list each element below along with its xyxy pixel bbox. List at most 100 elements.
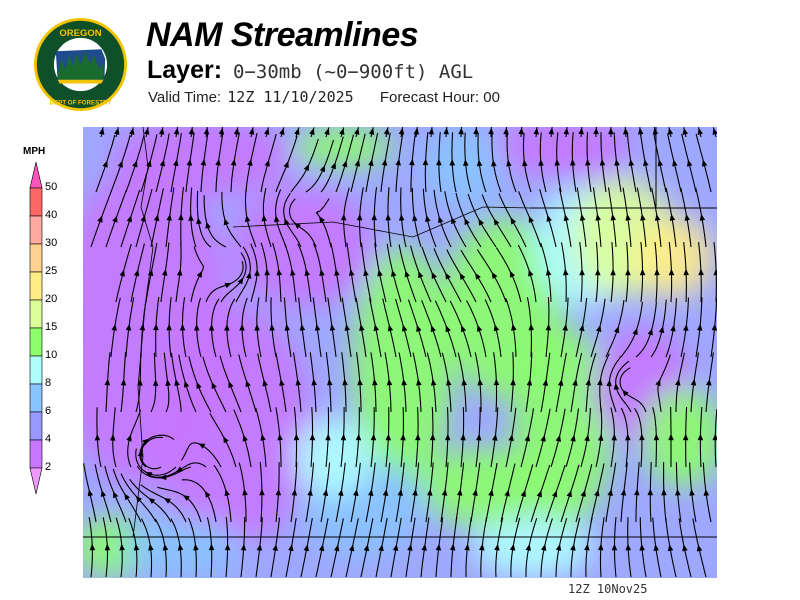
- streamline-arrow: [548, 127, 554, 135]
- streamline-arrow: [474, 272, 481, 280]
- streamline-arrow: [400, 433, 406, 441]
- streamline-arrow: [359, 324, 365, 331]
- streamline-arrow: [173, 127, 180, 135]
- streamline-arrow: [622, 127, 629, 135]
- streamline-arrow: [449, 543, 456, 551]
- streamline-arrow: [326, 378, 333, 386]
- streamline-arrow: [545, 323, 552, 331]
- streamline-arrow: [223, 218, 230, 226]
- streamline-arrow: [599, 158, 606, 166]
- streamline-arrow: [165, 379, 171, 386]
- streamline-arrow: [463, 159, 469, 166]
- streamline-arrow: [196, 270, 203, 278]
- streamline-arrow: [119, 269, 125, 277]
- map-timestamp: 12Z 10Nov25: [568, 582, 648, 596]
- streamline-arrow: [412, 214, 418, 222]
- streamline-arrow: [318, 544, 325, 552]
- streamline-arrow: [579, 213, 586, 221]
- streamline-arrow: [319, 165, 325, 173]
- streamline-arrow: [382, 489, 389, 496]
- streamline-arrow: [392, 544, 399, 552]
- streamline-arrow: [353, 489, 359, 497]
- streamline-arrow: [309, 433, 316, 441]
- streamline-arrow: [120, 378, 127, 386]
- streamline-arrow: [488, 489, 494, 497]
- streamline-arrow: [344, 323, 351, 331]
- legend-over-triangle: [29, 161, 43, 189]
- streamline-arrow: [712, 127, 717, 135]
- streamline-arrow: [341, 160, 348, 168]
- streamline-arrow: [611, 433, 617, 441]
- streamline-arrow: [196, 381, 202, 389]
- streamline-arrow: [551, 490, 558, 498]
- streamline-arrow: [161, 268, 168, 276]
- streamline-arrow: [585, 378, 591, 386]
- streamline-arrow: [625, 268, 631, 276]
- streamline-arrow: [595, 268, 601, 276]
- streamline-arrow: [460, 433, 466, 441]
- streamline-arrow: [683, 324, 689, 331]
- streamline-arrow: [307, 488, 313, 496]
- streamline-arrow: [493, 218, 500, 226]
- streamline-arrow: [261, 214, 268, 222]
- streamline-arrow: [275, 488, 282, 496]
- streamline-arrow: [233, 127, 240, 135]
- streamline-arrow: [87, 489, 94, 497]
- streamline-arrow: [459, 272, 466, 280]
- streamline-arrow: [634, 488, 640, 496]
- streamline-arrow: [461, 378, 467, 386]
- legend-swatch: [29, 271, 43, 301]
- streamline-arrow: [109, 433, 116, 441]
- streamline-arrow: [119, 543, 125, 551]
- streamline-arrow: [245, 380, 251, 388]
- streamline-arrow: [262, 379, 268, 387]
- streamline-arrow: [607, 489, 613, 496]
- streamline-arrow: [608, 127, 614, 135]
- streamline-arrow: [163, 497, 171, 504]
- streamline-arrow: [698, 268, 704, 276]
- streamline-arrow: [562, 323, 568, 331]
- streamline-arrow: [584, 543, 590, 551]
- streamline-arrow: [658, 326, 665, 334]
- streamline-arrow: [386, 378, 393, 386]
- page-title: NAM Streamlines: [146, 16, 419, 54]
- streamline-arrow: [508, 434, 514, 442]
- streamline-arrow: [205, 221, 211, 229]
- streamline-arrow: [334, 268, 340, 276]
- streamline-arrow: [228, 381, 234, 389]
- streamline-arrow: [668, 433, 674, 441]
- streamline-arrow: [675, 378, 681, 386]
- streamline-arrow: [398, 213, 405, 221]
- streamline-arrow: [139, 323, 146, 331]
- streamline-arrow: [682, 433, 689, 441]
- streamline-arrow: [240, 543, 247, 551]
- streamline-arrow: [510, 217, 517, 225]
- shading-patch: [233, 187, 373, 307]
- legend-swatch: [29, 243, 43, 273]
- streamline-arrow: [401, 378, 407, 386]
- streamline-arrow: [143, 127, 150, 135]
- streamline-arrow: [397, 488, 403, 496]
- streamline-arrow: [430, 378, 437, 386]
- streamline-arrow: [488, 127, 494, 135]
- streamline-arrow: [697, 127, 703, 135]
- streamline-arrow: [177, 543, 184, 551]
- streamline-arrow: [182, 494, 190, 501]
- streamline-arrow: [562, 268, 569, 276]
- streamline-arrow: [611, 543, 618, 551]
- streamline-arrow: [436, 158, 442, 166]
- streamline-arrow: [542, 379, 549, 386]
- streamline-arrow: [309, 128, 315, 136]
- streamline-arrow: [711, 323, 717, 331]
- streamline-arrow: [443, 127, 449, 135]
- shading-patch: [153, 307, 313, 547]
- streamline-arrow: [610, 213, 617, 221]
- streamline-arrow: [449, 158, 456, 166]
- streamline-arrow: [654, 268, 660, 276]
- streamline-arrow: [431, 271, 437, 279]
- streamline-arrow: [178, 213, 184, 221]
- streamline-arrow: [491, 271, 498, 279]
- streamline-arrow: [412, 488, 418, 496]
- streamline-arrow: [186, 158, 193, 166]
- color-legend: [29, 161, 43, 495]
